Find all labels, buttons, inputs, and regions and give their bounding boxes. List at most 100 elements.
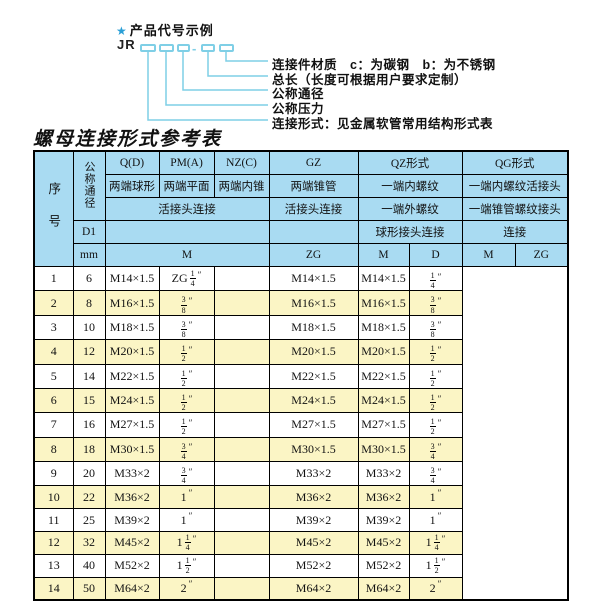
header-qg-zg: ZG — [514, 243, 569, 267]
dn-cell: 14 — [72, 363, 106, 389]
header-col-qg: QG形式 — [461, 150, 569, 175]
code-box-1 — [140, 44, 156, 52]
header-nz-desc: 两端内锥 — [213, 174, 270, 198]
seq-cell: 4 — [33, 339, 74, 365]
qg-zg-cell: 3 4 ″ — [408, 436, 463, 463]
header-col-gz: GZ — [268, 150, 359, 175]
qz-m-cell — [213, 508, 270, 532]
table-row: 5 14 M22×1.5 1 2 ″ M22×1.5 M22×1.5 1 2 ″ — [33, 363, 568, 389]
m-cell: M20×1.5 — [104, 339, 160, 365]
table-row: 10 22 M36×2 1 ″ M36×2 M36×2 1 ″ — [33, 485, 568, 510]
label-connector-material: 连接件材质 c：为碳钢 b：为不锈钢 — [272, 58, 496, 72]
qz-m-cell — [213, 460, 270, 487]
seq-cell: 1 — [33, 265, 74, 292]
seq-cell: 11 — [33, 508, 74, 532]
qg-m-cell: M14×1.5 — [357, 265, 410, 292]
qz-d-cell: M24×1.5 — [268, 387, 359, 414]
qg-zg-cell: 2 ″ — [408, 576, 463, 601]
qg-zg-cell: 1 1 2 ″ — [408, 553, 463, 578]
seq-cell: 5 — [33, 363, 74, 389]
header-qz-m: M — [357, 243, 410, 267]
gz-zg-cell: 2 ″ — [158, 576, 215, 601]
dn-cell: 15 — [72, 387, 106, 414]
dn-cell: 50 — [72, 576, 106, 601]
qz-m-cell — [213, 530, 270, 555]
star-icon: ★ — [116, 24, 128, 38]
table-row: 13 40 M52×2 1 1 2 ″ M52×2 M52×2 1 1 2 ″ — [33, 553, 568, 578]
m-cell: M36×2 — [104, 485, 160, 510]
qg-zg-cell: 3 8 ″ — [408, 314, 463, 341]
dn-cell: 25 — [72, 508, 106, 532]
m-cell: M64×2 — [104, 576, 160, 601]
qz-m-cell — [213, 436, 270, 463]
qz-m-cell — [213, 265, 270, 292]
dn-cell: 6 — [72, 265, 106, 292]
m-cell: M18×1.5 — [104, 314, 160, 341]
m-cell: M39×2 — [104, 508, 160, 532]
label-nominal-diameter: 公称通径 — [272, 87, 325, 101]
qg-zg-cell: 1 1 4 ″ — [408, 530, 463, 555]
gz-zg-cell: 1 1 4 ″ — [158, 530, 215, 555]
header-qg-desc1: 一端内螺纹活接头 — [461, 174, 569, 198]
qg-zg-cell: 1 2 ″ — [408, 387, 463, 414]
gz-zg-cell: 1 1 2 ″ — [158, 553, 215, 578]
seq-cell: 7 — [33, 412, 74, 438]
dn-cell: 16 — [72, 412, 106, 438]
seq-cell: 14 — [33, 576, 74, 601]
seq-cell: 6 — [33, 387, 74, 414]
dn-cell: 18 — [72, 436, 106, 463]
qz-m-cell — [213, 576, 270, 601]
table-row: 8 18 M30×1.5 3 4 ″ M30×1.5 M30×1.5 3 4 ″ — [33, 436, 568, 463]
header-empty-left — [104, 220, 270, 244]
qg-m-cell: M64×2 — [357, 576, 410, 601]
table-row: 3 10 M18×1.5 3 8 ″ M18×1.5 M18×1.5 3 8 ″ — [33, 314, 568, 341]
qz-d-cell: M36×2 — [268, 485, 359, 510]
label-connection-form: 连接形式：见金属软管常用结构形式表 — [272, 117, 494, 131]
dn-cell: 20 — [72, 460, 106, 487]
m-cell: M27×1.5 — [104, 412, 160, 438]
code-prefix: JR — [117, 37, 136, 52]
header-q-desc: 两端球形 — [104, 174, 160, 198]
m-cell: M24×1.5 — [104, 387, 160, 414]
qz-m-cell — [213, 290, 270, 316]
gz-zg-cell: 1 ″ — [158, 485, 215, 510]
header-nominal-diameter: 公称通径 — [72, 150, 106, 221]
header-col-qz: QZ形式 — [357, 150, 463, 175]
qg-m-cell: M22×1.5 — [357, 363, 410, 389]
table-row: 2 8 M16×1.5 3 8 ″ M16×1.5 M16×1.5 3 8 ″ — [33, 290, 568, 316]
dn-cell: 22 — [72, 485, 106, 510]
diagram-heading: ★ 产品代号示例 — [116, 20, 214, 39]
dn-cell: 40 — [72, 553, 106, 578]
gz-zg-cell: 1 2 ″ — [158, 412, 215, 438]
qz-d-cell: M30×1.5 — [268, 436, 359, 463]
code-dash: - — [192, 41, 197, 56]
qg-zg-cell: 1 ″ — [408, 485, 463, 510]
qg-zg-cell: 3 8 ″ — [408, 290, 463, 316]
qz-d-cell: M22×1.5 — [268, 363, 359, 389]
qg-m-cell: M16×1.5 — [357, 290, 410, 316]
qg-zg-cell: 1 2 ″ — [408, 363, 463, 389]
qz-d-cell: M39×2 — [268, 508, 359, 532]
header-zg: ZG — [268, 243, 359, 267]
m-cell: M33×2 — [104, 460, 160, 487]
m-cell: M16×1.5 — [104, 290, 160, 316]
header-col-pm: PM(A) — [158, 150, 215, 175]
seq-cell: 12 — [33, 530, 74, 555]
qz-m-cell — [213, 485, 270, 510]
header-qg-connection: 连接 — [461, 220, 569, 244]
m-cell: M22×1.5 — [104, 363, 160, 389]
qg-zg-cell: 1 2 ″ — [408, 339, 463, 365]
qg-m-cell: M24×1.5 — [357, 387, 410, 414]
diagram-heading-text: 产品代号示例 — [129, 23, 214, 38]
code-box-2 — [159, 44, 174, 52]
code-box-4 — [201, 44, 215, 52]
table-row: 11 25 M39×2 1 ″ M39×2 M39×2 1 ″ — [33, 508, 568, 532]
table-row: 12 32 M45×2 1 1 4 ″ M45×2 M45×2 1 1 4 ″ — [33, 530, 568, 555]
seq-cell: 2 — [33, 290, 74, 316]
qz-m-cell — [213, 363, 270, 389]
label-total-length: 总长（长度可根据用户要求定制） — [272, 73, 468, 87]
m-cell: M14×1.5 — [104, 265, 160, 292]
gz-zg-cell: 1 2 ″ — [158, 339, 215, 365]
qz-m-cell — [213, 314, 270, 341]
qz-d-cell: M20×1.5 — [268, 339, 359, 365]
